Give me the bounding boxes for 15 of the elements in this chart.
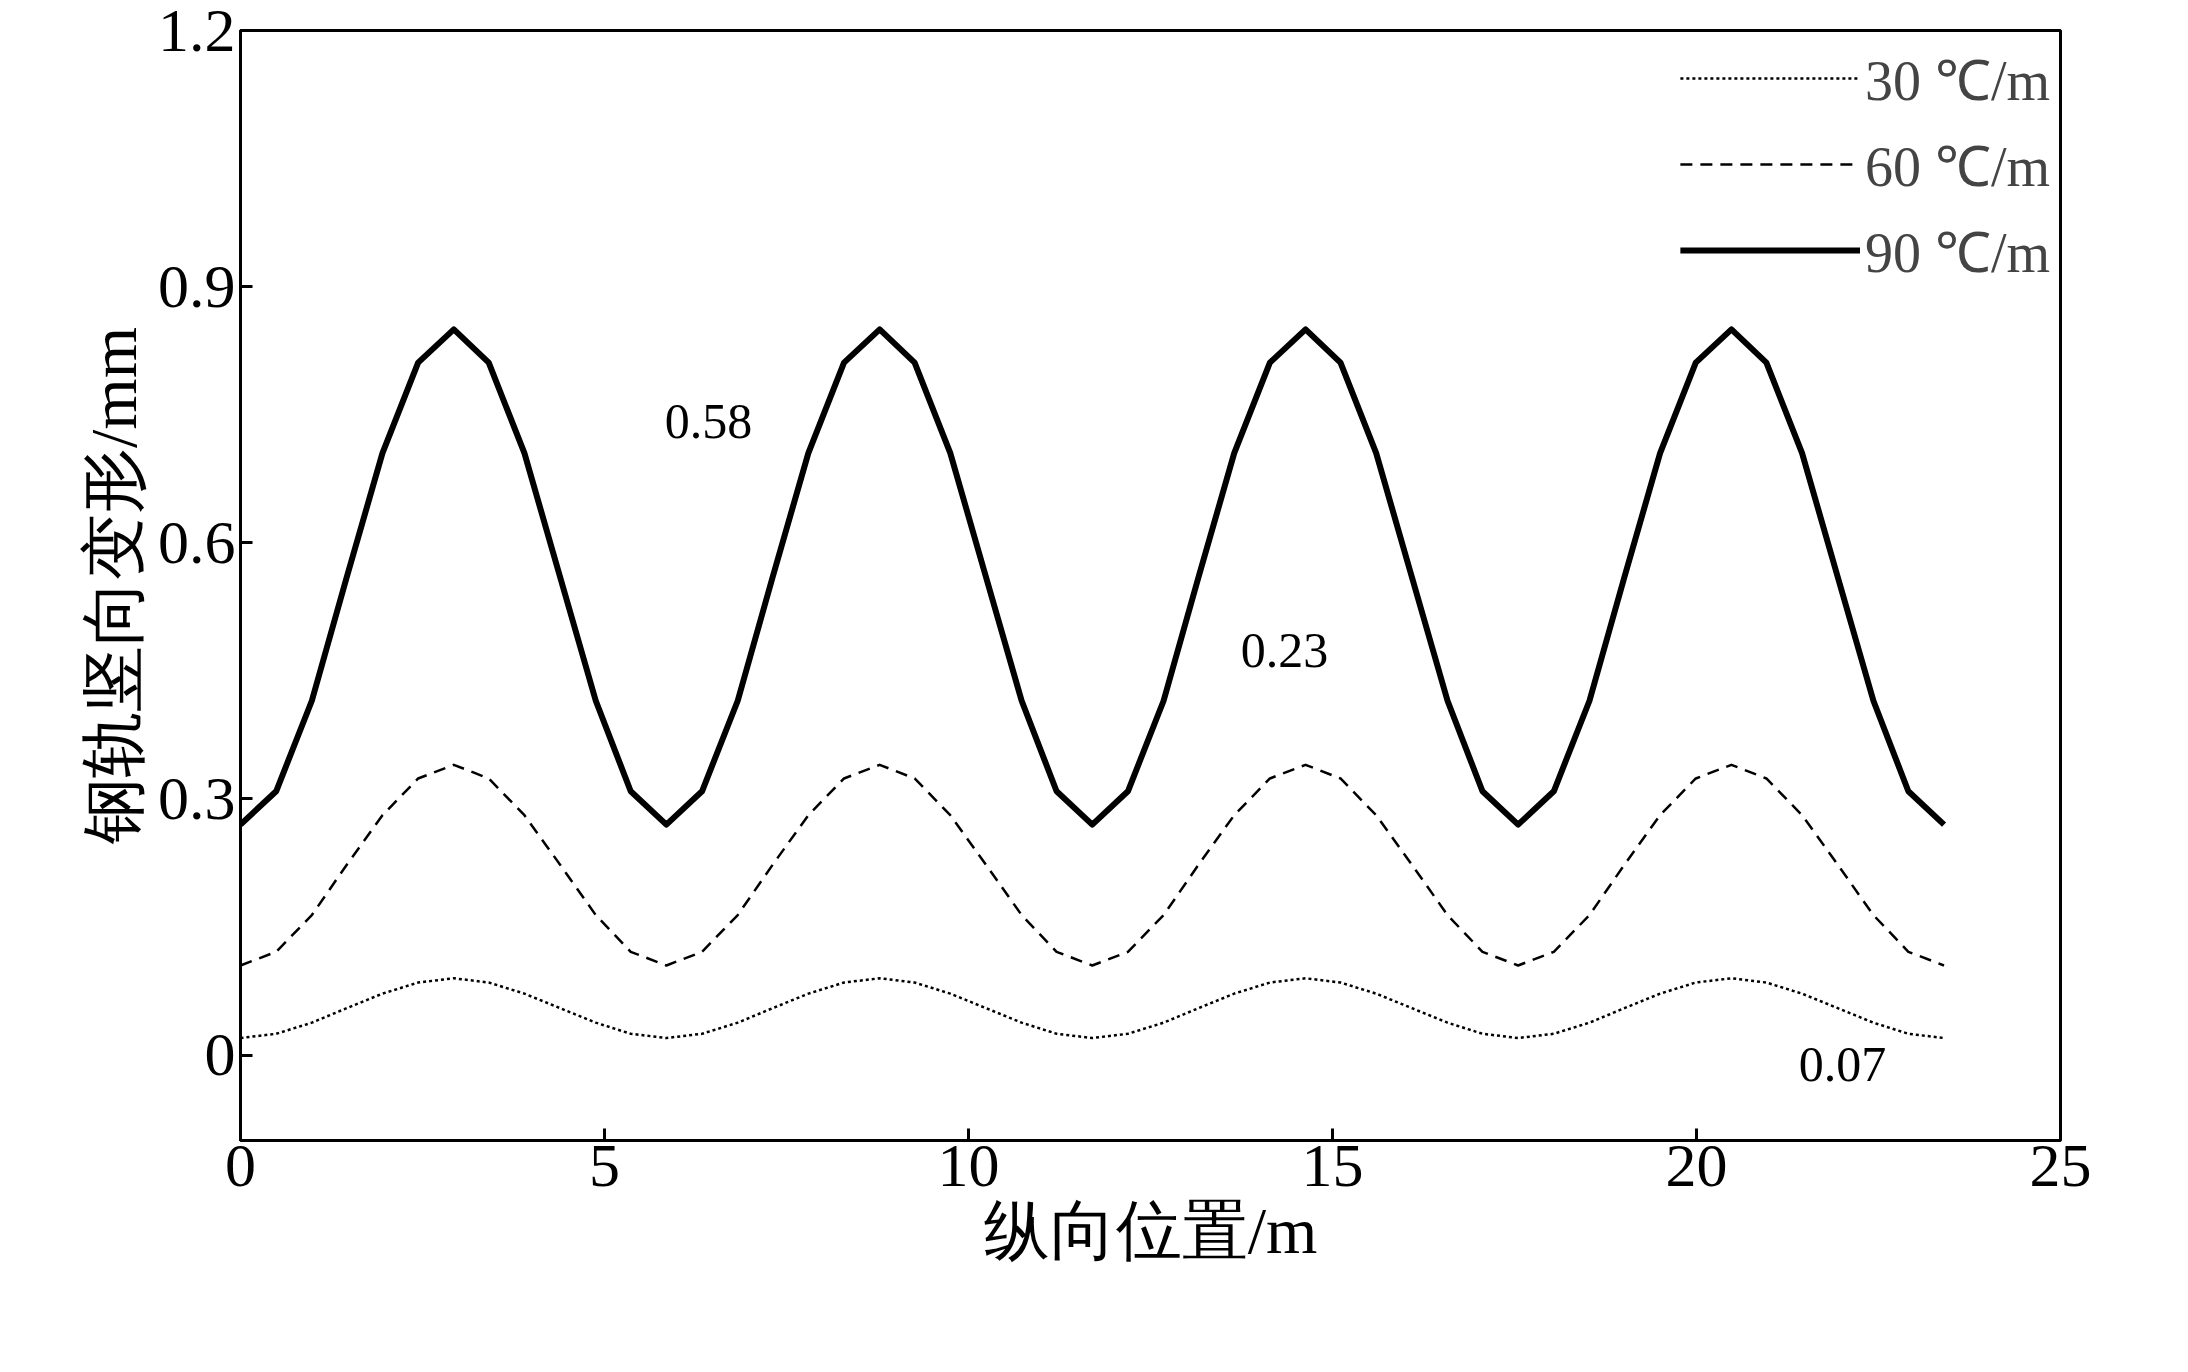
annotation: 0.23 [1240, 621, 1329, 678]
y-axis-title: 钢轨竖向变形/mm [77, 326, 150, 846]
x-tick-label: 5 [589, 1130, 620, 1199]
y-tick-label: 0.6 [158, 507, 236, 576]
legend-label: 30 ℃/m [1864, 49, 2050, 114]
legend-label: 90 ℃/m [1864, 221, 2050, 286]
annotation: 0.07 [1798, 1035, 1887, 1092]
y-tick-label: 0 [204, 1020, 236, 1089]
annotation: 0.58 [664, 392, 753, 449]
x-tick-label: 20 [1665, 1130, 1728, 1199]
y-tick-label: 0.3 [158, 763, 236, 832]
legend-label: 60 ℃/m [1864, 135, 2050, 200]
y-tick-label: 0.9 [158, 251, 236, 320]
x-tick-label: 25 [2029, 1130, 2092, 1199]
y-tick-label: 1.2 [158, 0, 236, 64]
